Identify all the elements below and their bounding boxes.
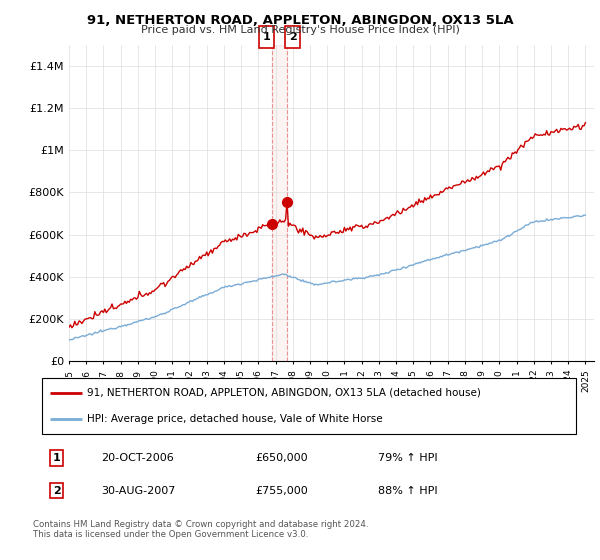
Text: £650,000: £650,000 bbox=[256, 453, 308, 463]
Text: 79% ↑ HPI: 79% ↑ HPI bbox=[379, 453, 438, 463]
Text: Contains HM Land Registry data © Crown copyright and database right 2024.
This d: Contains HM Land Registry data © Crown c… bbox=[33, 520, 368, 539]
FancyBboxPatch shape bbox=[42, 378, 576, 434]
Text: 20-OCT-2006: 20-OCT-2006 bbox=[101, 453, 173, 463]
Text: 1: 1 bbox=[53, 453, 61, 463]
Text: 2: 2 bbox=[289, 32, 296, 42]
Text: £755,000: £755,000 bbox=[256, 486, 308, 496]
Text: 88% ↑ HPI: 88% ↑ HPI bbox=[379, 486, 438, 496]
Text: 91, NETHERTON ROAD, APPLETON, ABINGDON, OX13 5LA: 91, NETHERTON ROAD, APPLETON, ABINGDON, … bbox=[86, 14, 514, 27]
Text: HPI: Average price, detached house, Vale of White Horse: HPI: Average price, detached house, Vale… bbox=[88, 414, 383, 424]
FancyBboxPatch shape bbox=[285, 26, 300, 48]
FancyBboxPatch shape bbox=[259, 26, 274, 48]
Bar bbox=[272, 45, 287, 361]
Text: 2: 2 bbox=[53, 486, 61, 496]
Text: 1: 1 bbox=[263, 32, 270, 42]
Text: 91, NETHERTON ROAD, APPLETON, ABINGDON, OX13 5LA (detached house): 91, NETHERTON ROAD, APPLETON, ABINGDON, … bbox=[88, 388, 481, 398]
Text: Price paid vs. HM Land Registry's House Price Index (HPI): Price paid vs. HM Land Registry's House … bbox=[140, 25, 460, 35]
Text: 30-AUG-2007: 30-AUG-2007 bbox=[101, 486, 175, 496]
